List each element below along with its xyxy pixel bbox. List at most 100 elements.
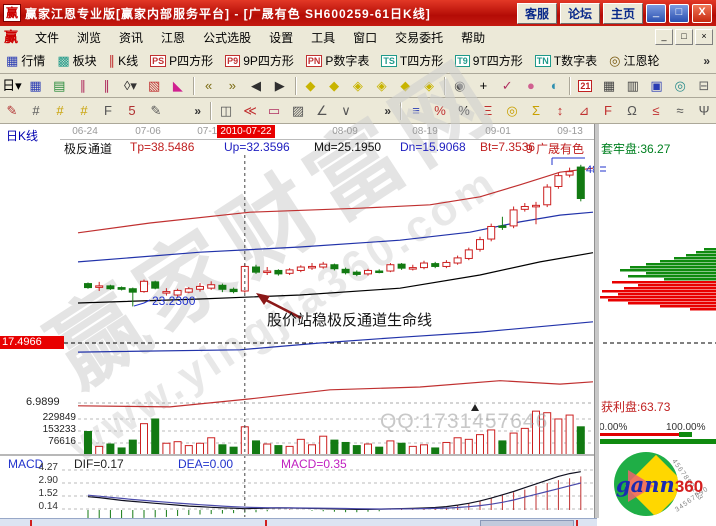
window-tool-icon[interactable]: ◫ xyxy=(214,100,238,121)
ind-gold-3-icon[interactable]: Ξ xyxy=(476,100,500,121)
menu-item-8[interactable]: 交易委托 xyxy=(395,30,444,45)
prev-k-icon[interactable]: ◀ xyxy=(244,75,268,96)
toolbar-overflow-button[interactable]: » xyxy=(703,53,710,68)
last-k-icon[interactable]: » xyxy=(220,75,244,96)
remote-icon[interactable]: ⊟ xyxy=(692,75,716,96)
hand-tool-icon[interactable]: ◉ xyxy=(448,75,472,96)
candle-dropdown[interactable]: ◊▾ xyxy=(119,75,143,96)
forum-button[interactable]: 论坛 xyxy=(559,2,600,24)
menu-item-7[interactable]: 窗口 xyxy=(353,30,378,45)
bars-3-icon[interactable]: ∥ xyxy=(71,75,95,96)
ind-omega-icon[interactable]: Ω xyxy=(620,100,644,121)
note-icon[interactable]: ▤ xyxy=(47,75,71,96)
ind-wave-icon[interactable]: ≈ xyxy=(668,100,692,121)
crosshair-icon[interactable]: + xyxy=(472,75,496,96)
t-square-button[interactable]: TS T四方形 xyxy=(381,54,444,68)
ind-gold-sum-icon[interactable]: Σ xyxy=(524,100,548,121)
draw-compass-icon[interactable]: ✎ xyxy=(0,100,24,121)
toolbar-overflow-button[interactable]: » xyxy=(384,103,391,118)
mdi-close-button[interactable]: × xyxy=(695,29,713,45)
menu-item-1[interactable]: 浏览 xyxy=(77,30,102,45)
draw-tools-icon[interactable]: ✎ xyxy=(144,100,168,121)
menu-item-3[interactable]: 江恩 xyxy=(161,30,186,45)
t-square-button-icon: TS xyxy=(381,54,397,67)
fan-lines-icon[interactable]: ≪ xyxy=(238,100,262,121)
net-chart-icon-icon: ▦ xyxy=(29,78,42,93)
mind-icon[interactable]: ◐ xyxy=(543,75,567,96)
maximize-button[interactable]: □ xyxy=(669,3,689,23)
grid-5-icon[interactable]: 5 xyxy=(120,100,144,121)
wave-lines-icon[interactable]: ∨ xyxy=(334,100,358,121)
net-chart-icon[interactable]: ▦ xyxy=(24,75,48,96)
grid-f-icon[interactable]: F xyxy=(96,100,120,121)
toolbar-separator xyxy=(569,76,571,95)
grid-gold2-icon[interactable]: # xyxy=(72,100,96,121)
kline-style-dropdown[interactable]: 日▾ xyxy=(0,75,24,96)
ind-delta-icon[interactable]: ⊿ xyxy=(572,100,596,121)
calendar-icon[interactable]: 21 xyxy=(573,75,597,96)
menu-item-2[interactable]: 资讯 xyxy=(119,30,144,45)
diamond-left-icon[interactable]: ◆ xyxy=(299,75,323,96)
diamond-fit-icon[interactable]: ◈ xyxy=(417,75,441,96)
p-square-button[interactable]: PS P四方形 xyxy=(150,54,214,68)
pattern-icon[interactable]: ▧ xyxy=(142,75,166,96)
ind-percent-icon[interactable]: % xyxy=(452,100,476,121)
diamond-expand-icon[interactable]: ◈ xyxy=(346,75,370,96)
ind-gold-circle-icon[interactable]: ◎ xyxy=(500,100,524,121)
measure-icon[interactable]: ✓ xyxy=(495,75,519,96)
p-table-button[interactable]: PN P数字表 xyxy=(305,54,370,68)
ind-lte-icon[interactable]: ≤ xyxy=(644,100,668,121)
ind-percent-k-icon[interactable]: % xyxy=(428,100,452,121)
pane-label: 日K线 xyxy=(6,129,39,143)
minimize-button[interactable]: _ xyxy=(646,3,666,23)
menu-item-0[interactable]: 文件 xyxy=(35,30,60,45)
horizontal-scrollbar[interactable] xyxy=(0,518,597,526)
grid-gold-icon[interactable]: # xyxy=(48,100,72,121)
kline-chart[interactable]: 48 xyxy=(0,124,716,518)
ind-psi-icon[interactable]: Ψ xyxy=(692,100,716,121)
ledger-icon[interactable]: ▥ xyxy=(621,75,645,96)
draw-compass-icon-icon: ✎ xyxy=(6,103,18,118)
kline-button[interactable]: ∥ K线 xyxy=(108,53,139,68)
trend-flag-icon[interactable]: ◣ xyxy=(166,75,190,96)
t9-square-button[interactable]: T9 9T四方形 xyxy=(455,54,523,68)
menu-item-6[interactable]: 工具 xyxy=(311,30,336,45)
title-bar[interactable]: 赢 赢家江恩专业版[赢家内部服务平台] - [广晟有色 SH600259-61日… xyxy=(0,0,716,26)
sectors-button[interactable]: ▩ 板块 xyxy=(57,53,97,68)
save-icon[interactable]: ▣ xyxy=(645,75,669,96)
pig-icon[interactable]: ● xyxy=(519,75,543,96)
menu-item-5[interactable]: 设置 xyxy=(269,30,294,45)
p9-square-button[interactable]: P9 9P四方形 xyxy=(225,54,294,68)
menu-item-9[interactable]: 帮助 xyxy=(461,30,486,45)
diamond-updown-icon[interactable]: ◆ xyxy=(393,75,417,96)
close-button[interactable]: X xyxy=(692,3,712,23)
web-icon[interactable]: ◎ xyxy=(668,75,692,96)
gann-wheel-button[interactable]: ◎ 江恩轮 xyxy=(609,53,660,68)
panel-splitter[interactable] xyxy=(594,124,600,518)
ind-board-icon[interactable]: ≡ xyxy=(404,100,428,121)
ind-f-icon[interactable]: F xyxy=(596,100,620,121)
grid-well-icon[interactable]: # xyxy=(24,100,48,121)
ind-updown-icon[interactable]: ↕ xyxy=(548,100,572,121)
toolbar-overflow-button[interactable]: » xyxy=(194,103,201,118)
bars-9-icon[interactable]: ∥ xyxy=(95,75,119,96)
scroll-thumb[interactable] xyxy=(480,520,574,526)
watermark-qq: QQ:1731457646 xyxy=(380,410,549,433)
first-k-icon[interactable]: « xyxy=(197,75,221,96)
menu-item-4[interactable]: 公式选股 xyxy=(203,30,252,45)
macd-axis-3: 1.52 xyxy=(38,488,58,499)
shaded-box-icon[interactable]: ▨ xyxy=(286,100,310,121)
calculator-icon[interactable]: ▦ xyxy=(597,75,621,96)
t-table-button[interactable]: TN T数字表 xyxy=(534,54,598,68)
gann-box-icon[interactable]: ▭ xyxy=(262,100,286,121)
mdi-minimize-button[interactable]: _ xyxy=(655,29,673,45)
customer-service-button[interactable]: 客服 xyxy=(516,2,557,24)
mdi-restore-button[interactable]: □ xyxy=(675,29,693,45)
next-k-icon[interactable]: ▶ xyxy=(268,75,292,96)
pane-splitter[interactable] xyxy=(0,454,594,456)
homepage-button[interactable]: 主页 xyxy=(602,2,643,24)
diamond-compress-icon[interactable]: ◈ xyxy=(370,75,394,96)
angle-lines-icon[interactable]: ∠ xyxy=(310,100,334,121)
quotes-button[interactable]: ▦ 行情 xyxy=(6,53,46,68)
diamond-right-icon[interactable]: ◆ xyxy=(322,75,346,96)
